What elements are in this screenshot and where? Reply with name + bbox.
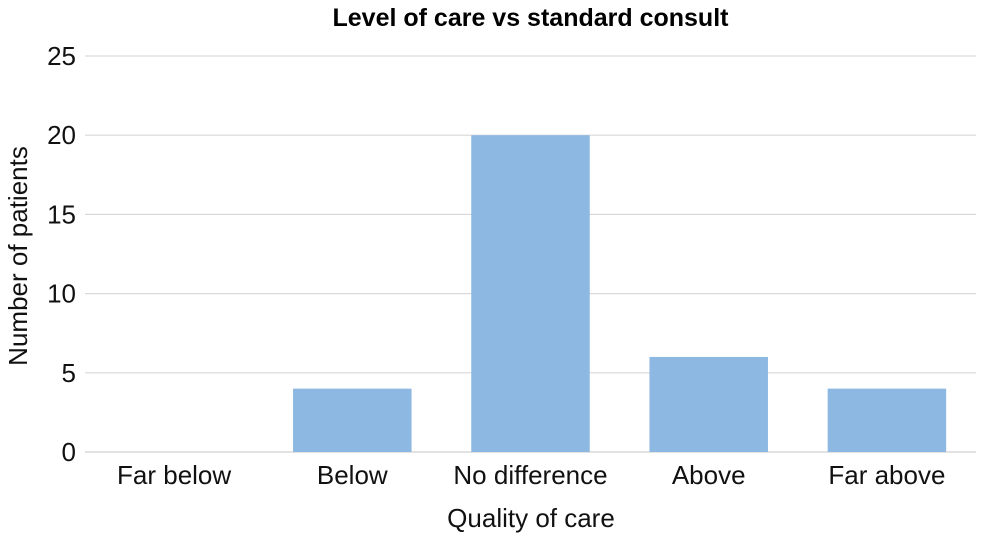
x-axis-title: Quality of care [447,503,615,533]
y-tick-label: 0 [62,437,76,467]
y-tick-label: 25 [47,41,76,71]
x-tick-label: Above [672,460,746,490]
y-axis-title: Number of patients [3,146,33,366]
chart-title: Level of care vs standard consult [332,4,729,32]
bar-far-above [827,388,947,452]
y-tick-label: 15 [47,199,76,229]
bar-above [649,356,768,452]
x-tick-label: Far below [117,460,231,490]
y-axis-ticks: 0 5 10 15 20 25 [47,41,76,467]
y-tick-label: 10 [47,279,76,309]
y-tick-label: 5 [62,358,76,388]
y-tick-label: 20 [47,120,76,150]
x-tick-label: Below [317,460,388,490]
x-tick-label: No difference [453,460,607,490]
bars [293,135,947,452]
bar-no-difference [471,135,590,452]
x-tick-label: Far above [828,460,945,490]
bar-below [293,388,412,452]
x-axis-ticks: Far below Below No difference Above Far abov… [117,460,945,490]
